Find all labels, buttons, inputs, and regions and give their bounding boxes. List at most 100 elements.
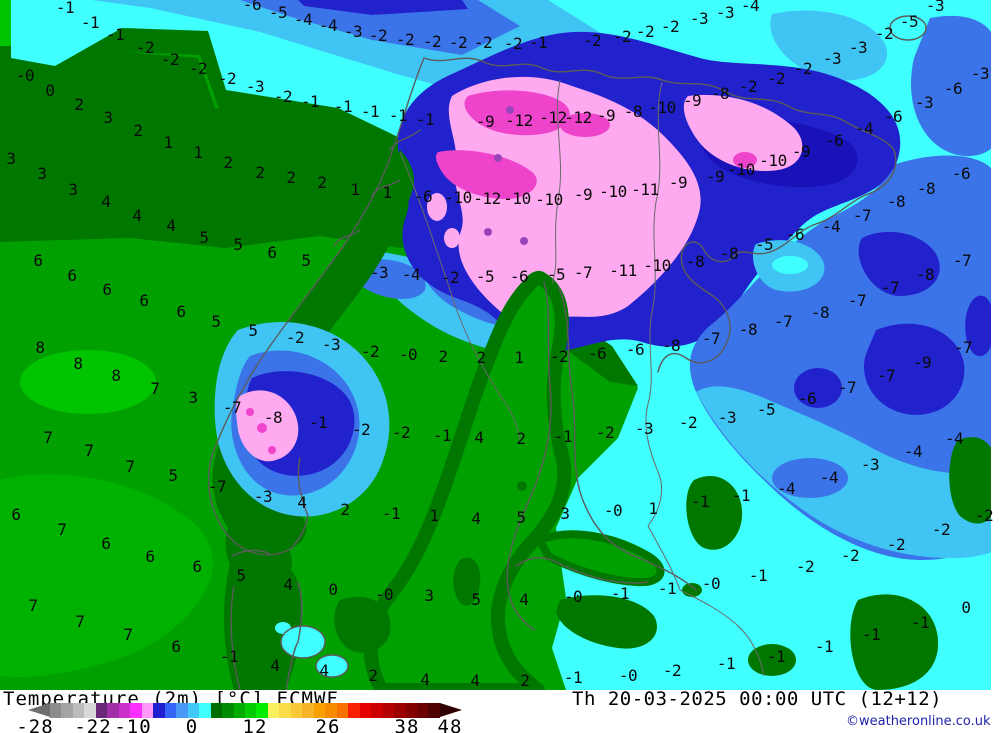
legend-color-cell (302, 703, 314, 718)
legend-tick: 48 (437, 716, 463, 733)
temp-label: 5 (248, 321, 258, 340)
temp-label: -7 (701, 329, 721, 348)
valid-datetime: Th 20-03-2025 00:00 UTC (12+12) (572, 688, 943, 710)
temp-label: -5 (754, 235, 774, 254)
temp-label: -7 (847, 291, 867, 310)
temp-label: -2 (285, 328, 305, 347)
temp-label: -2 (874, 24, 894, 43)
temp-label: -0 (603, 501, 623, 520)
temp-label: -3 (245, 77, 265, 96)
temp-label: -8 (915, 265, 935, 284)
temp-label: 4 (101, 192, 111, 211)
temp-label: -5 (756, 400, 776, 419)
temp-label: -1 (219, 647, 239, 666)
temp-label: -2 (135, 38, 155, 57)
temp-label: 0 (45, 81, 55, 100)
temp-label: -8 (719, 244, 739, 263)
temp-label: -2 (422, 32, 442, 51)
temp-label: 4 (166, 216, 176, 235)
temp-label: 7 (84, 441, 94, 460)
temp-label: -2 (549, 347, 569, 366)
temp-label: -6 (943, 79, 963, 98)
temp-label: -4 (401, 265, 421, 284)
temp-label: -3 (970, 64, 990, 83)
legend-tick: 38 (394, 716, 420, 733)
temp-label: -3 (343, 22, 363, 41)
temp-label: 4 (471, 509, 481, 528)
temp-label: 6 (171, 637, 181, 656)
temp-label: 6 (102, 280, 112, 299)
legend-right-arrow-icon (440, 703, 462, 717)
temp-label: 4 (470, 671, 480, 690)
temp-label: -1 (528, 33, 548, 52)
temp-label: -3 (822, 49, 842, 68)
legend-color-cell (348, 703, 360, 718)
legend-color-cell (72, 703, 85, 718)
temp-label: -8 (810, 303, 830, 322)
temp-label: -2 (188, 59, 208, 78)
copyright-link[interactable]: ©weatheronline.co.uk (846, 714, 991, 729)
legend-color-cell (153, 703, 165, 718)
temperature-map: -1 -1 -1 -2 -2 -2 -2 -3 -2 -1 -6 -5 -4 -4 -3 -2 -2 -2 -2 -2… (0, 0, 1000, 690)
temp-label: -9 (912, 353, 932, 372)
temp-label: -3 (914, 93, 934, 112)
temp-label: -3 (848, 38, 868, 57)
temp-label: 7 (75, 612, 85, 631)
temp-label: -6 (413, 187, 433, 206)
temp-label: -7 (207, 477, 227, 496)
temp-label: -1 (766, 647, 786, 666)
temp-label: 6 (67, 266, 77, 285)
temp-label: -1 (748, 566, 768, 585)
temp-label: -12 (564, 108, 592, 127)
temp-label: -1 (432, 426, 452, 445)
legend-color-cell (325, 703, 337, 718)
temp-label: 5 (199, 228, 209, 247)
temp-label: -4 (740, 0, 760, 15)
temp-label: 2 (223, 153, 233, 172)
temp-label: -2 (635, 22, 655, 41)
temp-label: -1 (716, 654, 736, 673)
temp-label: -2 (391, 423, 411, 442)
temp-label: -2 (503, 34, 523, 53)
temp-label: 1 (350, 180, 360, 199)
temp-label: -6 (797, 389, 817, 408)
temp-label: 2 (340, 500, 350, 519)
legend-tick: 0 (185, 716, 199, 733)
temp-label: 2 (476, 348, 486, 367)
legend-color-cell (313, 703, 326, 718)
temp-label: 3 (560, 504, 570, 523)
temp-label: 0 (961, 598, 971, 617)
temp-label: -2 (678, 413, 698, 432)
temp-label: -1 (610, 584, 630, 603)
temp-label: 4 (319, 661, 329, 680)
legend-color-cell (107, 703, 119, 718)
temp-label: -0 (15, 66, 35, 85)
temp-label: -3 (321, 335, 341, 354)
temp-label: -5 (268, 3, 288, 22)
temp-label: -4 (318, 16, 338, 35)
temp-label: 7 (28, 596, 38, 615)
temp-label: 5 (471, 590, 481, 609)
temp-label: -3 (925, 0, 945, 15)
temp-label: -10 (444, 188, 472, 207)
temp-label: -1 (731, 486, 751, 505)
temp-label: 4 (420, 670, 430, 689)
legend-left-arrow-icon (28, 703, 50, 717)
legend-color-cell (359, 703, 372, 718)
temp-label: 3 (68, 180, 78, 199)
temp-label: -3 (860, 455, 880, 474)
legend-color-cell (394, 703, 406, 718)
temp-label: -0 (701, 574, 721, 593)
legend-color-cell (210, 703, 223, 718)
temp-label: -9 (668, 173, 688, 192)
temp-label: 4 (519, 590, 529, 609)
temp-label: 5 (236, 566, 246, 585)
temp-label: 1 (163, 133, 173, 152)
temp-label: -10 (759, 151, 787, 170)
temp-label: -1 (105, 25, 125, 44)
temp-label: -2 (738, 77, 758, 96)
temp-label: 5 (233, 235, 243, 254)
temp-label: 7 (43, 428, 53, 447)
temp-label: -9 (573, 185, 593, 204)
temp-label: -0 (398, 345, 418, 364)
